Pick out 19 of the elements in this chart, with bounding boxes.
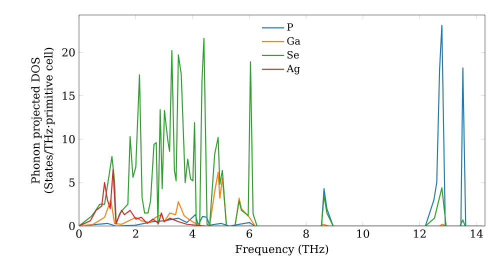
legend-label: Ga	[287, 37, 300, 45]
legend-label: Se	[288, 51, 299, 59]
x-axis-title: Frequency (THz)	[236, 244, 328, 256]
x-tick-label: 4	[189, 230, 196, 238]
x-tick-label: 2	[133, 230, 138, 238]
y-axis-title: Phonon projected DOS (States/THz·primitive cell)	[31, 48, 55, 194]
x-tick-label: 14	[470, 230, 483, 238]
legend-label: P	[287, 23, 294, 31]
y-tick-label: 0	[69, 222, 75, 230]
legend-label: Ag	[286, 64, 300, 74]
x-tick-label: 0	[76, 230, 82, 238]
x-tick-label: 12	[414, 230, 426, 238]
y-tick-label: 15	[62, 92, 75, 100]
y-tick-label: 10	[62, 135, 75, 144]
x-tick-label: 6	[246, 230, 252, 238]
y-tick-label: 5	[69, 178, 75, 187]
x-tick-label: 8	[303, 230, 309, 238]
x-tick-label: 10	[357, 230, 370, 238]
y-tick-label: 20	[62, 48, 75, 56]
